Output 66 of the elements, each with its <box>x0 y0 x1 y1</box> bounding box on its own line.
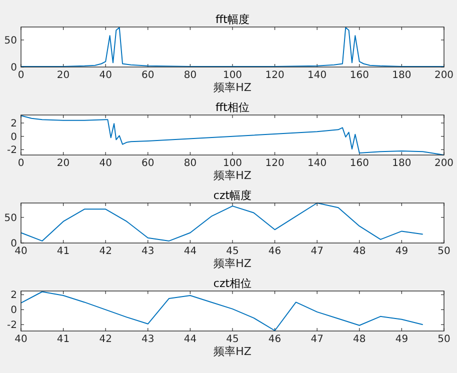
y-tick-label: -2 <box>7 145 17 156</box>
x-tick-label: 40 <box>14 334 28 345</box>
y-tick-label: 0 <box>10 305 17 316</box>
x-tick-label: 44 <box>184 246 197 257</box>
x-tick-label: 100 <box>222 70 242 81</box>
x-tick-label: 20 <box>56 70 70 81</box>
x-tick-label: 45 <box>226 334 239 345</box>
x-tick-label: 80 <box>184 70 197 81</box>
x-axis-title: 频率HZ <box>214 257 252 270</box>
x-tick-label: 41 <box>56 334 70 345</box>
chart-title: czt幅度 <box>213 189 252 202</box>
y-tick-label: -2 <box>7 320 17 332</box>
x-tick-label: 0 <box>18 70 24 81</box>
x-tick-label: 120 <box>265 70 284 81</box>
x-tick-label: 42 <box>99 334 112 345</box>
x-tick-label: 180 <box>392 158 412 169</box>
x-tick-label: 46 <box>268 334 282 345</box>
x-tick-label: 100 <box>222 158 242 169</box>
x-tick-label: 40 <box>99 70 112 81</box>
line-series <box>20 27 444 67</box>
x-tick-label: 180 <box>392 70 412 81</box>
x-tick-label: 47 <box>310 246 324 257</box>
x-tick-label: 120 <box>265 158 284 169</box>
x-tick-label: 40 <box>99 158 112 169</box>
x-tick-label: 200 <box>434 70 454 81</box>
x-tick-label: 45 <box>226 246 239 257</box>
y-tick-label: 2 <box>10 290 17 302</box>
y-tick-label: 50 <box>4 35 17 46</box>
x-tick-label: 49 <box>395 334 408 345</box>
x-tick-label: 160 <box>350 158 369 169</box>
y-tick-label: 0 <box>10 62 17 74</box>
x-tick-label: 0 <box>18 158 24 169</box>
y-tick-label: 2 <box>10 118 17 130</box>
line-series <box>20 291 424 332</box>
x-tick-label: 40 <box>14 246 28 257</box>
line-series <box>20 202 424 242</box>
x-tick-label: 42 <box>99 246 112 257</box>
x-tick-label: 46 <box>268 246 282 257</box>
x-tick-label: 49 <box>395 246 408 257</box>
y-tick-label: 0 <box>10 238 17 250</box>
y-tick-label: 50 <box>4 212 17 224</box>
x-axis-title: 频率HZ <box>214 81 252 94</box>
x-tick-label: 200 <box>434 158 454 169</box>
x-tick-label: 44 <box>184 334 197 345</box>
x-tick-label: 60 <box>142 158 154 169</box>
x-tick-label: 50 <box>438 246 450 257</box>
chart-title: fft幅度 <box>216 13 250 26</box>
x-tick-label: 160 <box>350 70 369 81</box>
x-tick-label: 60 <box>142 70 154 81</box>
x-tick-label: 140 <box>308 158 327 169</box>
y-tick-label: 0 <box>10 132 17 143</box>
x-tick-label: 48 <box>353 246 366 257</box>
x-axis-title: 频率HZ <box>214 169 252 182</box>
x-tick-label: 80 <box>184 158 197 169</box>
x-tick-label: 20 <box>56 158 70 169</box>
x-tick-label: 50 <box>438 334 450 345</box>
x-tick-label: 43 <box>142 334 154 345</box>
line-series <box>20 115 444 156</box>
chart-title: fft相位 <box>216 101 250 114</box>
x-tick-label: 47 <box>310 334 324 345</box>
x-tick-label: 41 <box>56 246 70 257</box>
x-tick-label: 140 <box>308 70 327 81</box>
chart-title: czt相位 <box>213 277 252 290</box>
x-tick-label: 48 <box>353 334 366 345</box>
x-tick-label: 43 <box>142 246 154 257</box>
x-axis-title: 频率HZ <box>214 345 252 358</box>
